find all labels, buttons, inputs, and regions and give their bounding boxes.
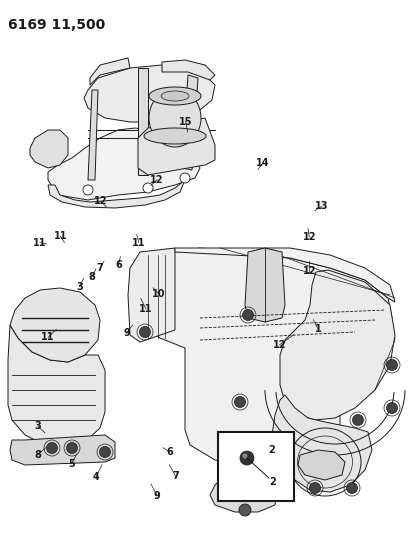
Text: 9: 9 [154, 491, 160, 500]
Polygon shape [245, 248, 285, 322]
Text: 6: 6 [115, 261, 122, 270]
Circle shape [235, 397, 246, 408]
Circle shape [47, 442, 58, 454]
Circle shape [143, 183, 153, 193]
Text: 12: 12 [150, 175, 164, 184]
Polygon shape [128, 248, 175, 342]
Polygon shape [138, 118, 215, 175]
Circle shape [239, 504, 251, 516]
Polygon shape [10, 288, 100, 362]
Circle shape [386, 402, 397, 414]
Text: 6: 6 [166, 447, 173, 457]
Polygon shape [30, 130, 68, 168]
Text: 11: 11 [41, 333, 55, 342]
Text: 5: 5 [68, 459, 75, 469]
Text: 13: 13 [315, 201, 328, 211]
Circle shape [346, 482, 357, 494]
Text: 8: 8 [89, 272, 95, 282]
Text: 1: 1 [315, 325, 322, 334]
Text: 3: 3 [35, 422, 41, 431]
Circle shape [67, 442, 78, 454]
Ellipse shape [149, 87, 201, 105]
Circle shape [275, 442, 286, 454]
Circle shape [273, 456, 284, 467]
Text: 8: 8 [35, 450, 41, 459]
Polygon shape [84, 65, 215, 122]
Polygon shape [48, 180, 185, 208]
Polygon shape [272, 395, 372, 492]
Polygon shape [182, 75, 198, 170]
Text: 15: 15 [179, 117, 193, 126]
Ellipse shape [144, 128, 206, 144]
Polygon shape [175, 248, 395, 302]
Polygon shape [298, 450, 345, 480]
Circle shape [240, 451, 254, 465]
Circle shape [242, 310, 253, 320]
Polygon shape [48, 128, 200, 200]
Polygon shape [210, 478, 278, 512]
Text: 3: 3 [76, 282, 83, 292]
Text: 12: 12 [94, 197, 108, 206]
Circle shape [386, 359, 397, 370]
Text: 4: 4 [93, 472, 99, 482]
Text: 11: 11 [139, 304, 153, 314]
Circle shape [180, 173, 190, 183]
Ellipse shape [161, 91, 189, 101]
Polygon shape [10, 435, 115, 465]
Circle shape [83, 185, 93, 195]
Bar [218, 432, 294, 501]
Circle shape [310, 482, 321, 494]
Circle shape [140, 327, 151, 337]
Polygon shape [90, 58, 130, 85]
Text: 11: 11 [53, 231, 67, 241]
Text: 12: 12 [302, 266, 316, 276]
Polygon shape [162, 60, 215, 80]
Ellipse shape [149, 89, 201, 147]
Polygon shape [138, 248, 392, 465]
Circle shape [353, 415, 364, 425]
Polygon shape [280, 270, 395, 420]
Text: 12: 12 [273, 340, 286, 350]
Text: 11: 11 [132, 238, 146, 247]
Text: 7: 7 [172, 471, 179, 481]
Text: 11: 11 [33, 238, 47, 247]
Polygon shape [88, 90, 98, 180]
Text: 2: 2 [269, 477, 276, 487]
Text: 7: 7 [97, 263, 103, 273]
Circle shape [100, 447, 111, 457]
Circle shape [242, 454, 248, 458]
Text: 14: 14 [256, 158, 270, 167]
Text: 9: 9 [123, 328, 130, 338]
Text: 2: 2 [268, 446, 275, 455]
Text: 12: 12 [302, 232, 316, 242]
Polygon shape [138, 68, 148, 175]
Text: 10: 10 [152, 289, 166, 299]
Polygon shape [8, 325, 105, 448]
Text: 6169 11,500: 6169 11,500 [8, 18, 105, 32]
